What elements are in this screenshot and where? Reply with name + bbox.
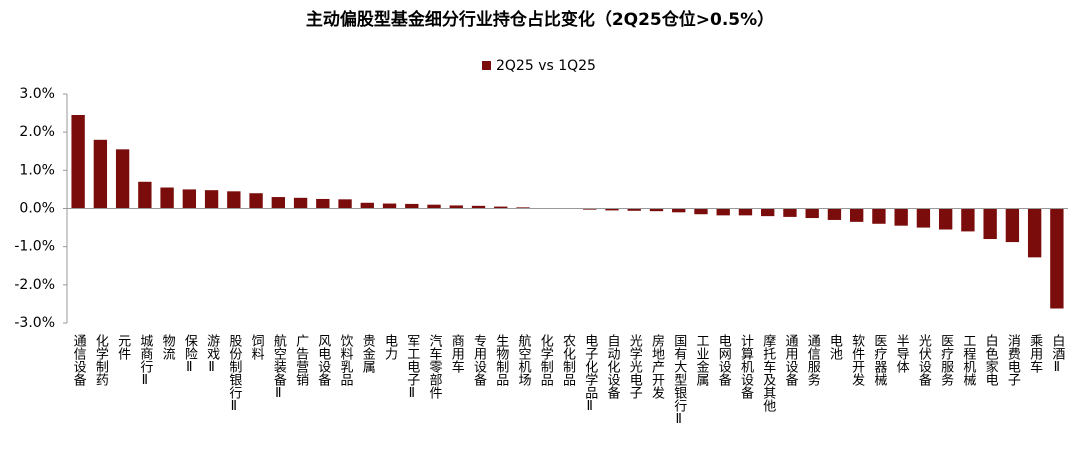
bar	[272, 197, 285, 208]
x-tick-label: 半导体	[894, 334, 910, 373]
x-tick-label: 软件开发	[849, 334, 865, 386]
x-tick-label: 元件	[115, 334, 131, 360]
bar	[1050, 209, 1063, 309]
x-tick-label: 自动化设备	[604, 334, 620, 400]
x-tick-label: 航空装备Ⅱ	[271, 333, 287, 401]
x-tick-label: 保险Ⅱ	[182, 334, 198, 375]
x-tick-label: 房地产开发	[649, 333, 665, 399]
x-tick-label: 专用设备	[471, 334, 487, 387]
bar	[1028, 209, 1041, 258]
bar	[872, 209, 885, 224]
y-tick-label: 1.0%	[19, 162, 55, 178]
x-tick-label: 乘用车	[1027, 334, 1043, 373]
x-tick-label: 航空机场	[516, 333, 532, 386]
x-tick-label: 通信设备	[71, 334, 87, 387]
bar	[116, 149, 129, 208]
x-tick-label: 工程机械	[960, 334, 976, 386]
x-tick-label: 汽车零部件	[427, 334, 443, 399]
bar	[94, 140, 107, 209]
bar	[405, 204, 418, 209]
bar	[717, 209, 730, 216]
bar	[138, 182, 151, 209]
y-tick-label: 0.0%	[19, 201, 55, 217]
bar	[739, 209, 752, 216]
x-tick-label: 物流	[160, 334, 176, 360]
bar	[361, 203, 374, 209]
chart-title: 主动偏股型基金细分行业持仓占比变化（2Q25仓位>0.5%）	[306, 9, 774, 30]
x-tick-label: 国有大型银行Ⅱ	[671, 334, 687, 427]
y-tick-label: 3.0%	[19, 86, 55, 102]
x-tick-label: 农化制品	[560, 334, 576, 386]
x-tick-label: 计算机设备	[738, 334, 754, 400]
x-tick-label: 电池	[827, 334, 843, 360]
x-tick-label: 白酒Ⅱ	[1049, 333, 1065, 375]
x-tick-label: 股份制银行Ⅱ	[226, 334, 242, 414]
x-tick-label: 电子化学品Ⅱ	[582, 334, 598, 414]
bar	[338, 199, 351, 208]
bar	[294, 198, 307, 209]
x-tick-label: 广告营销	[293, 334, 309, 386]
x-tick-label: 通用设备	[782, 334, 798, 387]
y-tick-label: -1.0%	[14, 239, 55, 255]
bar	[249, 193, 262, 208]
bar	[183, 189, 196, 208]
legend-label: 2Q25 vs 1Q25	[496, 58, 596, 74]
bar	[316, 199, 329, 209]
y-tick-label: -2.0%	[14, 277, 55, 293]
bar	[983, 209, 996, 240]
x-tick-label: 化学制品	[538, 334, 554, 386]
bar	[672, 209, 685, 213]
x-tick-label: 饮料乳品	[338, 334, 354, 386]
x-tick-label: 电网设备	[716, 334, 732, 387]
x-tick-label: 贵金属	[360, 334, 376, 374]
x-tick-label: 白色家电	[983, 333, 999, 386]
bar	[227, 191, 240, 208]
legend-swatch	[482, 61, 491, 70]
bar	[205, 190, 218, 208]
bar	[939, 209, 952, 230]
x-tick-label: 医疗服务	[938, 334, 954, 386]
bar	[761, 209, 774, 217]
bar	[1006, 209, 1019, 243]
bar	[917, 209, 930, 228]
x-tick-label: 城商行Ⅱ	[137, 334, 153, 388]
x-tick-label: 通信服务	[805, 334, 821, 386]
bar	[383, 204, 396, 209]
y-tick-label: 2.0%	[19, 124, 55, 140]
bar	[71, 115, 84, 209]
x-tick-label: 摩托车及其他	[760, 333, 776, 413]
x-tick-label: 电力	[382, 334, 398, 361]
x-tick-label: 光学光电子	[627, 334, 643, 399]
bar	[783, 209, 796, 217]
x-tick-label: 商用车	[449, 334, 465, 373]
x-tick-label: 生物制品	[493, 334, 509, 386]
x-tick-label: 军工电子Ⅱ	[404, 334, 420, 401]
bar	[694, 209, 707, 215]
y-tick-label: -3.0%	[14, 315, 55, 331]
x-tick-label: 风电设备	[315, 334, 331, 387]
x-tick-label: 化学制药	[93, 334, 109, 386]
x-tick-label: 消费电子	[1005, 334, 1021, 386]
x-tick-label: 饲料	[249, 334, 265, 360]
x-tick-label: 工业金属	[693, 334, 709, 387]
bar	[427, 205, 440, 209]
bar	[828, 209, 841, 220]
x-tick-label: 游戏Ⅱ	[204, 334, 220, 375]
bar	[850, 209, 863, 222]
bar	[961, 209, 974, 232]
bar	[160, 188, 173, 209]
bar	[894, 209, 907, 226]
x-tick-label: 医疗器械	[871, 334, 887, 386]
bar	[806, 209, 819, 219]
x-tick-label: 光伏设备	[916, 334, 932, 387]
